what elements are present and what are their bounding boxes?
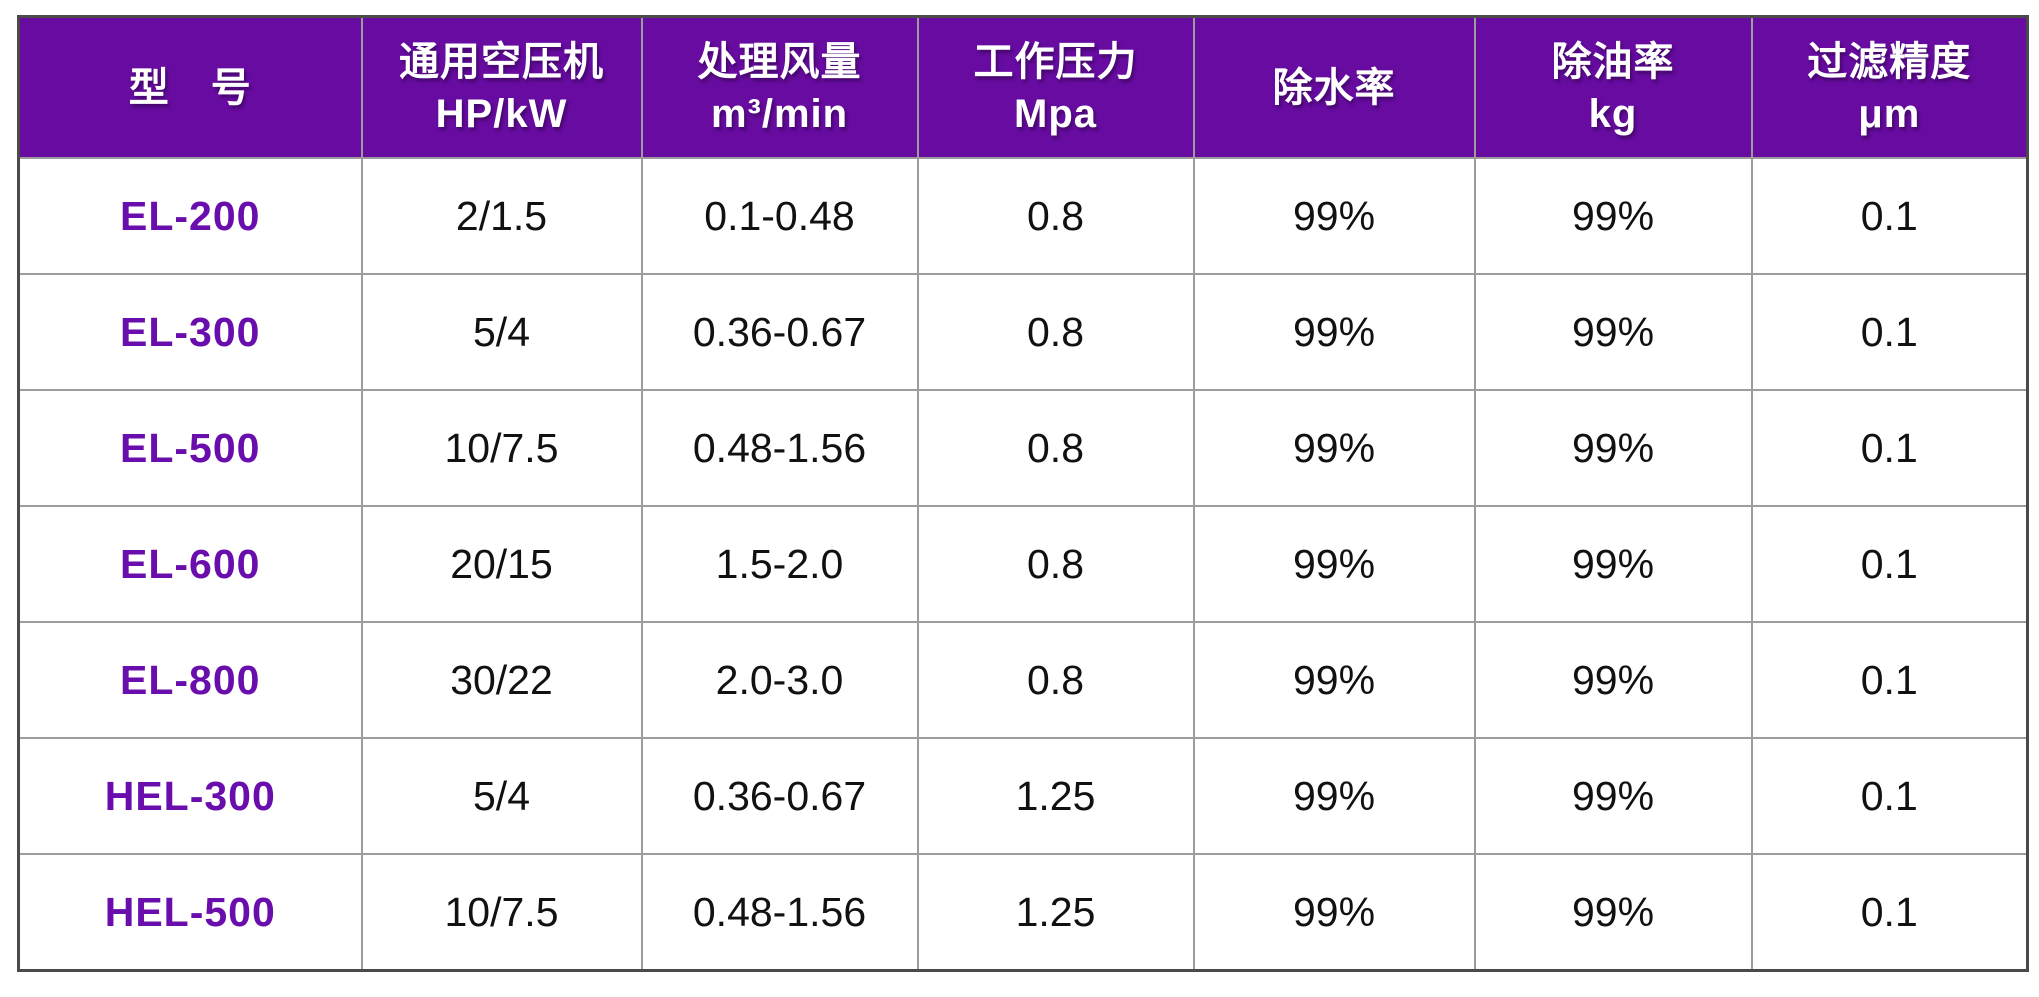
- cell-pressure: 0.8: [916, 389, 1195, 507]
- table-row: EL-500 10/7.5 0.48-1.56 0.8 99% 99% 0.1: [17, 389, 2029, 507]
- cell-pressure: 1.25: [916, 853, 1195, 972]
- table-row: EL-600 20/15 1.5-2.0 0.8 99% 99% 0.1: [17, 505, 2029, 623]
- column-header-compressor: 通用空压机 HP/kW: [360, 15, 643, 159]
- cell-filtration: 0.1: [1750, 853, 2029, 972]
- header-row: 型 号 通用空压机 HP/kW 处理风量 m³/min 工作压力 Mpa 除水率: [17, 15, 2029, 159]
- cell-filtration: 0.1: [1750, 157, 2029, 275]
- cell-airflow: 0.48-1.56: [640, 389, 919, 507]
- cell-airflow: 1.5-2.0: [640, 505, 919, 623]
- column-header-oil-removal: 除油率 kg: [1473, 15, 1753, 159]
- cell-filtration: 0.1: [1750, 505, 2029, 623]
- cell-oil-removal: 99%: [1473, 505, 1753, 623]
- cell-model: HEL-300: [17, 737, 363, 855]
- cell-water-removal: 99%: [1192, 389, 1476, 507]
- table-row: HEL-500 10/7.5 0.48-1.56 1.25 99% 99% 0.…: [17, 853, 2029, 972]
- cell-airflow: 0.36-0.67: [640, 737, 919, 855]
- table-header: 型 号 通用空压机 HP/kW 处理风量 m³/min 工作压力 Mpa 除水率: [17, 15, 2029, 159]
- cell-filtration: 0.1: [1750, 389, 2029, 507]
- column-header-filtration-line2: μm: [1858, 91, 1921, 136]
- cell-hp-kw: 5/4: [360, 737, 643, 855]
- column-header-compressor-line1: 通用空压机: [399, 39, 604, 84]
- cell-model: HEL-500: [17, 853, 363, 972]
- cell-water-removal: 99%: [1192, 621, 1476, 739]
- column-header-airflow: 处理风量 m³/min: [640, 15, 919, 159]
- cell-oil-removal: 99%: [1473, 737, 1753, 855]
- cell-airflow: 0.36-0.67: [640, 273, 919, 391]
- cell-hp-kw: 2/1.5: [360, 157, 643, 275]
- cell-water-removal: 99%: [1192, 737, 1476, 855]
- column-header-model: 型 号: [17, 15, 363, 159]
- table-row: EL-800 30/22 2.0-3.0 0.8 99% 99% 0.1: [17, 621, 2029, 739]
- table-row: EL-300 5/4 0.36-0.67 0.8 99% 99% 0.1: [17, 273, 2029, 391]
- cell-oil-removal: 99%: [1473, 621, 1753, 739]
- cell-hp-kw: 5/4: [360, 273, 643, 391]
- column-header-airflow-line2: m³/min: [710, 91, 849, 136]
- column-header-oil-removal-line1: 除油率: [1551, 39, 1675, 84]
- cell-water-removal: 99%: [1192, 157, 1476, 275]
- cell-model: EL-300: [17, 273, 363, 391]
- cell-filtration: 0.1: [1750, 737, 2029, 855]
- cell-pressure: 0.8: [916, 621, 1195, 739]
- cell-airflow: 2.0-3.0: [640, 621, 919, 739]
- cell-oil-removal: 99%: [1473, 853, 1753, 972]
- cell-model: EL-500: [17, 389, 363, 507]
- cell-filtration: 0.1: [1750, 273, 2029, 391]
- column-header-oil-removal-line2: kg: [1588, 91, 1638, 136]
- cell-model: EL-200: [17, 157, 363, 275]
- cell-oil-removal: 99%: [1473, 157, 1753, 275]
- cell-airflow: 0.48-1.56: [640, 853, 919, 972]
- cell-pressure: 0.8: [916, 505, 1195, 623]
- column-header-compressor-line2: HP/kW: [435, 91, 568, 136]
- column-header-water-removal-line1: 除水率: [1272, 65, 1396, 110]
- column-header-pressure-line2: Mpa: [1014, 91, 1097, 136]
- cell-oil-removal: 99%: [1473, 389, 1753, 507]
- cell-hp-kw: 20/15: [360, 505, 643, 623]
- compressor-spec-table: 型 号 通用空压机 HP/kW 处理风量 m³/min 工作压力 Mpa 除水率: [17, 15, 2029, 972]
- cell-water-removal: 99%: [1192, 273, 1476, 391]
- column-header-airflow-line1: 处理风量: [697, 39, 862, 84]
- table-row: HEL-300 5/4 0.36-0.67 1.25 99% 99% 0.1: [17, 737, 2029, 855]
- cell-hp-kw: 10/7.5: [360, 853, 643, 972]
- table-row: EL-200 2/1.5 0.1-0.48 0.8 99% 99% 0.1: [17, 157, 2029, 275]
- column-header-filtration-line1: 过滤精度: [1807, 39, 1972, 84]
- cell-water-removal: 99%: [1192, 505, 1476, 623]
- cell-model: EL-600: [17, 505, 363, 623]
- cell-hp-kw: 30/22: [360, 621, 643, 739]
- column-header-water-removal: 除水率: [1192, 15, 1476, 159]
- cell-model: EL-800: [17, 621, 363, 739]
- cell-filtration: 0.1: [1750, 621, 2029, 739]
- column-header-pressure-line1: 工作压力: [973, 39, 1138, 84]
- cell-hp-kw: 10/7.5: [360, 389, 643, 507]
- column-header-pressure: 工作压力 Mpa: [916, 15, 1195, 159]
- cell-airflow: 0.1-0.48: [640, 157, 919, 275]
- cell-water-removal: 99%: [1192, 853, 1476, 972]
- cell-pressure: 0.8: [916, 273, 1195, 391]
- cell-oil-removal: 99%: [1473, 273, 1753, 391]
- cell-pressure: 0.8: [916, 157, 1195, 275]
- table-body: EL-200 2/1.5 0.1-0.48 0.8 99% 99% 0.1 EL…: [17, 157, 2029, 972]
- column-header-filtration: 过滤精度 μm: [1750, 15, 2029, 159]
- cell-pressure: 1.25: [916, 737, 1195, 855]
- column-header-model-line1: 型 号: [128, 65, 252, 110]
